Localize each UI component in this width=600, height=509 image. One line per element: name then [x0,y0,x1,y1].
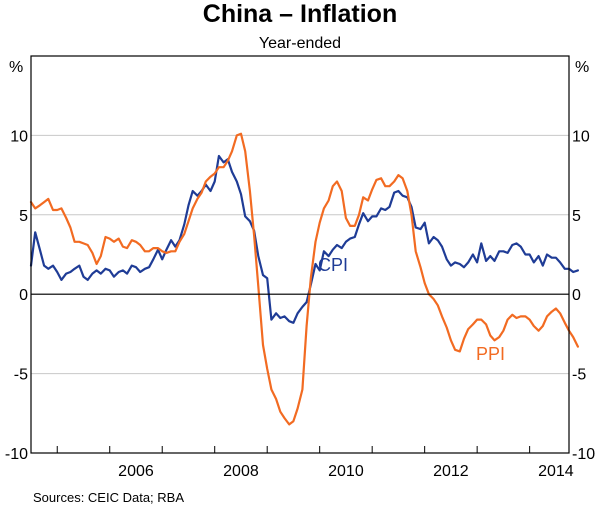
axis-tick-labels: 10 10 5 5 0 0 -5 -5 -10 -10 2006 2008 2010 2012 2014 [5,128,595,480]
y-tick-label-right: 5 [572,208,581,225]
series-lines [29,132,579,426]
chart-subtitle: Year-ended [259,35,341,52]
left-axis-unit: % [9,59,23,76]
cpi-series-label: CPI [318,255,348,275]
y-tick-label-left: 0 [19,287,28,304]
y-tick-label-right: 10 [572,128,590,145]
y-tick-label-left: -5 [14,367,28,384]
x-tick-label: 2008 [223,463,259,480]
ppi-line [29,132,579,426]
x-tick-label: 2012 [433,463,469,480]
x-tick-label: 2010 [328,463,364,480]
y-tick-label-right: -10 [572,446,595,463]
source-note: Sources: CEIC Data; RBA [33,490,184,505]
plot-frame [30,55,570,454]
x-tick-label: 2006 [118,463,154,480]
y-tick-label-right: -5 [572,367,586,384]
ppi-series-label: PPI [476,344,505,364]
right-axis-unit: % [575,59,589,76]
cpi-line [29,154,579,324]
chart-title: China – Inflation [203,0,397,28]
y-tick-label-left: 5 [19,208,28,225]
y-tick-label-left: 10 [10,128,28,145]
x-tick-label: 2014 [538,463,574,480]
y-tick-label-left: -10 [5,446,28,463]
tick-marks [56,446,531,453]
y-tick-label-right: 0 [572,287,581,304]
